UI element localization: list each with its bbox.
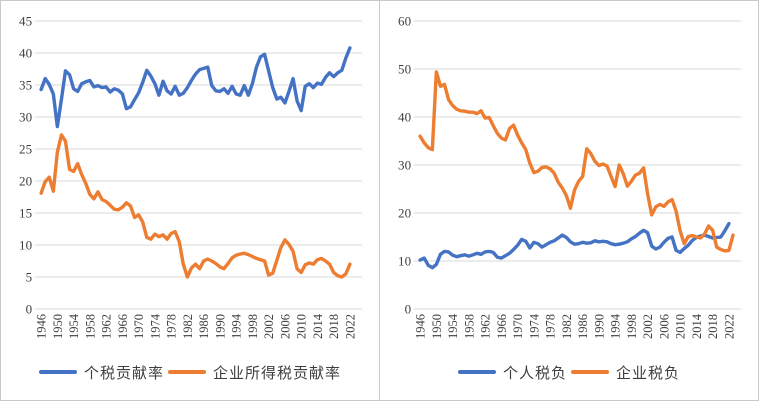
x-tick-label: 2006: [657, 314, 671, 339]
legend-item: 个人税负: [457, 362, 567, 383]
y-tick-label: 10: [19, 238, 32, 253]
gridlines-and-y-axis: 0 10 20 30 40 50 60: [398, 14, 741, 317]
x-tick-label: 1998: [625, 314, 639, 339]
x-tick-label: 1966: [495, 314, 509, 339]
x-axis-labels: 1946 1950 1954 1958 1962 1966 1970 1974 1978 1982…: [35, 313, 358, 339]
x-tick-label: 1978: [165, 314, 179, 339]
y-tick-label: 40: [19, 46, 32, 61]
x-tick-label: 1946: [414, 314, 428, 339]
legend-label: 企业税负: [616, 365, 681, 382]
x-tick-label: 1946: [35, 314, 49, 339]
legend-contribution-rate: 个税贡献率 企业所得税贡献率: [1, 350, 379, 394]
y-tick-label: 30: [19, 110, 32, 125]
legend-label: 企业所得税贡献率: [213, 365, 342, 382]
gridlines-and-y-axis: 0 5 10 15 20 25 30 35 40 45: [19, 14, 362, 317]
legend-label: 个人税负: [502, 365, 567, 382]
y-tick-label: 40: [398, 110, 411, 125]
x-tick-label: 1994: [609, 313, 623, 339]
y-tick-label: 0: [26, 302, 33, 317]
x-tick-label: 1958: [83, 314, 97, 339]
y-tick-label: 10: [398, 254, 411, 269]
x-tick-label: 1982: [560, 314, 574, 339]
x-tick-label: 2010: [674, 314, 688, 339]
x-tick-label: 1974: [527, 313, 541, 339]
x-tick-label: 1986: [576, 314, 590, 339]
x-tick-label: 2010: [295, 314, 309, 339]
x-tick-label: 1966: [116, 314, 130, 339]
chart-panel-contribution-rate: 0 5 10 15 20 25 30 35 40 45 1946 1950 1954 1958 1962 19…: [1, 1, 380, 400]
legend-tax-burden: 个人税负 企业税负: [380, 350, 758, 394]
x-tick-label: 2014: [690, 313, 704, 339]
x-tick-label: 2006: [278, 314, 292, 339]
y-tick-label: 35: [19, 78, 32, 93]
x-tick-label: 1970: [511, 314, 525, 339]
x-tick-label: 1990: [213, 314, 227, 339]
legend-line-sample-blue: [457, 370, 496, 374]
legend-label: 个税贡献率: [83, 365, 164, 382]
x-tick-label: 1986: [197, 314, 211, 339]
x-tick-label: 1982: [181, 314, 195, 339]
legend-item: 企业税负: [571, 362, 680, 383]
y-tick-label: 0: [405, 302, 412, 317]
x-tick-label: 2002: [262, 314, 276, 339]
x-tick-label: 1954: [446, 313, 460, 339]
x-tick-label: 2018: [327, 314, 341, 339]
y-tick-label: 20: [19, 174, 32, 189]
legend-line-sample-blue: [38, 370, 77, 374]
series-line-1: [39, 133, 352, 279]
legend-item: 个税贡献率: [38, 362, 164, 383]
series-line-1: [418, 70, 735, 253]
x-tick-label: 1994: [230, 313, 244, 339]
x-tick-label: 1974: [148, 313, 162, 339]
y-tick-label: 60: [398, 14, 411, 29]
x-tick-label: 1954: [67, 313, 81, 339]
x-tick-label: 2018: [706, 314, 720, 339]
series-line-0: [39, 46, 352, 129]
x-tick-label: 1950: [51, 314, 65, 339]
x-tick-label: 1970: [132, 314, 146, 339]
x-tick-label: 2022: [343, 314, 357, 339]
y-tick-label: 15: [19, 206, 32, 221]
x-tick-label: 2022: [722, 314, 736, 339]
chart-panel-tax-burden: 0 10 20 30 40 50 60 1946 1950 1954 1958 1962 1966 197…: [380, 1, 758, 400]
series-line-0: [418, 221, 731, 270]
x-tick-label: 1958: [462, 314, 476, 339]
x-tick-label: 1962: [479, 314, 493, 339]
y-tick-label: 5: [26, 270, 33, 285]
x-tick-label: 1950: [430, 314, 444, 339]
y-tick-label: 50: [398, 62, 411, 77]
legend-line-sample-orange: [168, 370, 206, 374]
x-tick-label: 1962: [100, 314, 114, 339]
y-tick-label: 30: [398, 158, 411, 173]
x-tick-label: 2002: [641, 314, 655, 339]
x-tick-label: 2014: [311, 313, 325, 339]
x-axis-labels: 1946 1950 1954 1958 1962 1966 1970 1974 1978 1982…: [414, 313, 737, 339]
legend-item: 企业所得税贡献率: [168, 362, 341, 383]
y-tick-label: 45: [19, 14, 32, 29]
legend-line-sample-orange: [571, 370, 609, 374]
x-tick-label: 1990: [592, 314, 606, 339]
y-tick-label: 20: [398, 206, 411, 221]
y-tick-label: 25: [19, 142, 32, 157]
x-tick-label: 1998: [246, 314, 260, 339]
x-tick-label: 1978: [544, 314, 558, 339]
